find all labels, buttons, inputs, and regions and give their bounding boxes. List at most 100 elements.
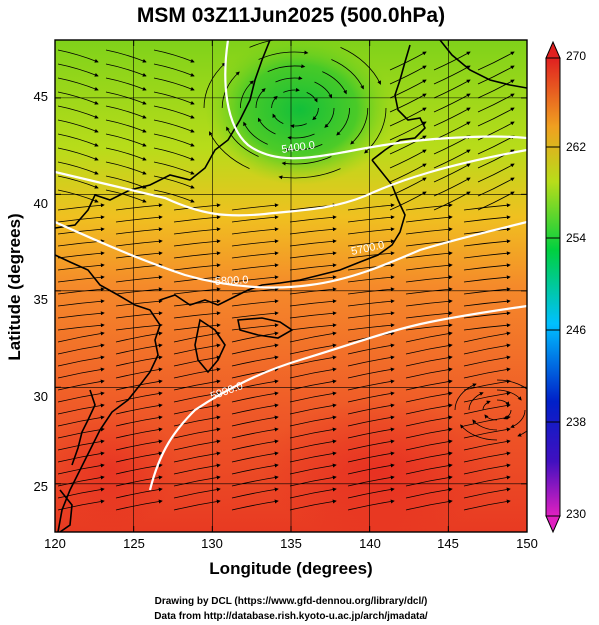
streamline: [173, 263, 221, 271]
streamline: [463, 299, 511, 307]
streamline: [105, 91, 147, 105]
streamline: [153, 175, 195, 189]
streamline: [389, 135, 427, 155]
streamline: [289, 343, 337, 355]
streamline: [173, 427, 221, 439]
streamline: [463, 487, 511, 499]
colorbar-tick-label: 254: [566, 231, 586, 245]
streamline: [115, 355, 163, 367]
streamline: [105, 63, 147, 77]
y-tick-label: 35: [34, 292, 48, 307]
streamline: [153, 119, 195, 133]
streamline: [57, 63, 99, 77]
streamline: [173, 499, 221, 511]
streamline: [496, 399, 510, 406]
streamline: [231, 299, 279, 307]
streamline: [231, 323, 279, 331]
streamline: [347, 379, 395, 391]
streamline: [463, 275, 511, 283]
streamline: [115, 323, 163, 331]
streamline: [463, 499, 511, 511]
streamline: [463, 463, 511, 475]
streamline: [336, 107, 350, 136]
streamline: [503, 409, 512, 420]
streamline: [57, 379, 105, 391]
streamline: [463, 451, 511, 463]
streamline: [289, 323, 337, 331]
streamline: [57, 175, 99, 189]
streamline: [173, 215, 221, 223]
streamline: [173, 487, 221, 499]
streamline: [231, 311, 279, 319]
streamline: [173, 415, 221, 427]
streamline: [433, 107, 471, 127]
streamline: [105, 119, 147, 133]
streamline: [433, 93, 471, 113]
streamline: [290, 123, 307, 129]
streamline: [347, 367, 395, 379]
streamline: [105, 105, 147, 119]
streamline: [115, 475, 163, 487]
streamline: [433, 51, 471, 71]
streamline: [433, 79, 471, 99]
credit-drawing: Drawing by DCL (https://www.gfd-dennou.o…: [155, 596, 428, 607]
streamline: [231, 343, 279, 355]
streamline: [57, 391, 105, 403]
streamline: [173, 203, 221, 211]
streamline: [517, 430, 527, 437]
streamline: [231, 427, 279, 439]
contour-5400: [224, 40, 527, 160]
credit-data: Data from http://database.rish.kyoto-u.a…: [154, 611, 428, 622]
streamline: [231, 251, 279, 259]
streamline: [173, 451, 221, 463]
streamline: [231, 203, 279, 211]
colorbar-tick-label: 230: [566, 507, 586, 521]
y-tick-labels: 25 30 35 40 45: [34, 89, 48, 494]
streamline: [289, 415, 337, 427]
streamline: [115, 427, 163, 439]
streamline: [289, 239, 337, 247]
streamline: [289, 391, 337, 403]
streamline: [340, 47, 381, 85]
streamline: [153, 91, 195, 105]
y-tick-label: 25: [34, 479, 48, 494]
streamline: [389, 79, 427, 99]
streamline: [231, 475, 279, 487]
streamline: [389, 93, 427, 113]
streamline: [243, 121, 268, 145]
streamline: [173, 227, 221, 235]
streamline: [463, 311, 511, 319]
streamline: [477, 107, 515, 127]
streamline: [314, 81, 333, 99]
streamline: [347, 275, 395, 283]
streamline: [289, 379, 337, 391]
streamline: [463, 287, 511, 295]
streamline: [350, 107, 369, 145]
streamline: [468, 392, 484, 411]
streamline: [347, 463, 395, 475]
streamline: [231, 355, 279, 367]
streamline: [57, 91, 99, 105]
streamline: [231, 287, 279, 295]
streamline: [153, 77, 195, 91]
streamline: [477, 93, 515, 113]
x-tick-labels: 120 125 130 135 140 145 150: [44, 536, 538, 551]
colorbar-min-arrow: [545, 515, 561, 534]
streamline: [433, 149, 471, 169]
streamline: [231, 275, 279, 283]
streamline: [153, 161, 195, 175]
streamline: [289, 367, 337, 379]
streamline: [173, 239, 221, 247]
streamline: [57, 287, 105, 295]
streamline: [57, 415, 105, 427]
streamline: [57, 487, 105, 499]
streamline: [203, 62, 226, 109]
streamline: [289, 487, 337, 499]
streamline: [289, 311, 337, 319]
contour-label-5400: 5400.0: [281, 139, 316, 156]
streamline: [153, 49, 195, 63]
streamline: [347, 227, 395, 235]
streamline: [231, 451, 279, 463]
streamline: [289, 299, 337, 307]
streamline: [463, 367, 511, 379]
